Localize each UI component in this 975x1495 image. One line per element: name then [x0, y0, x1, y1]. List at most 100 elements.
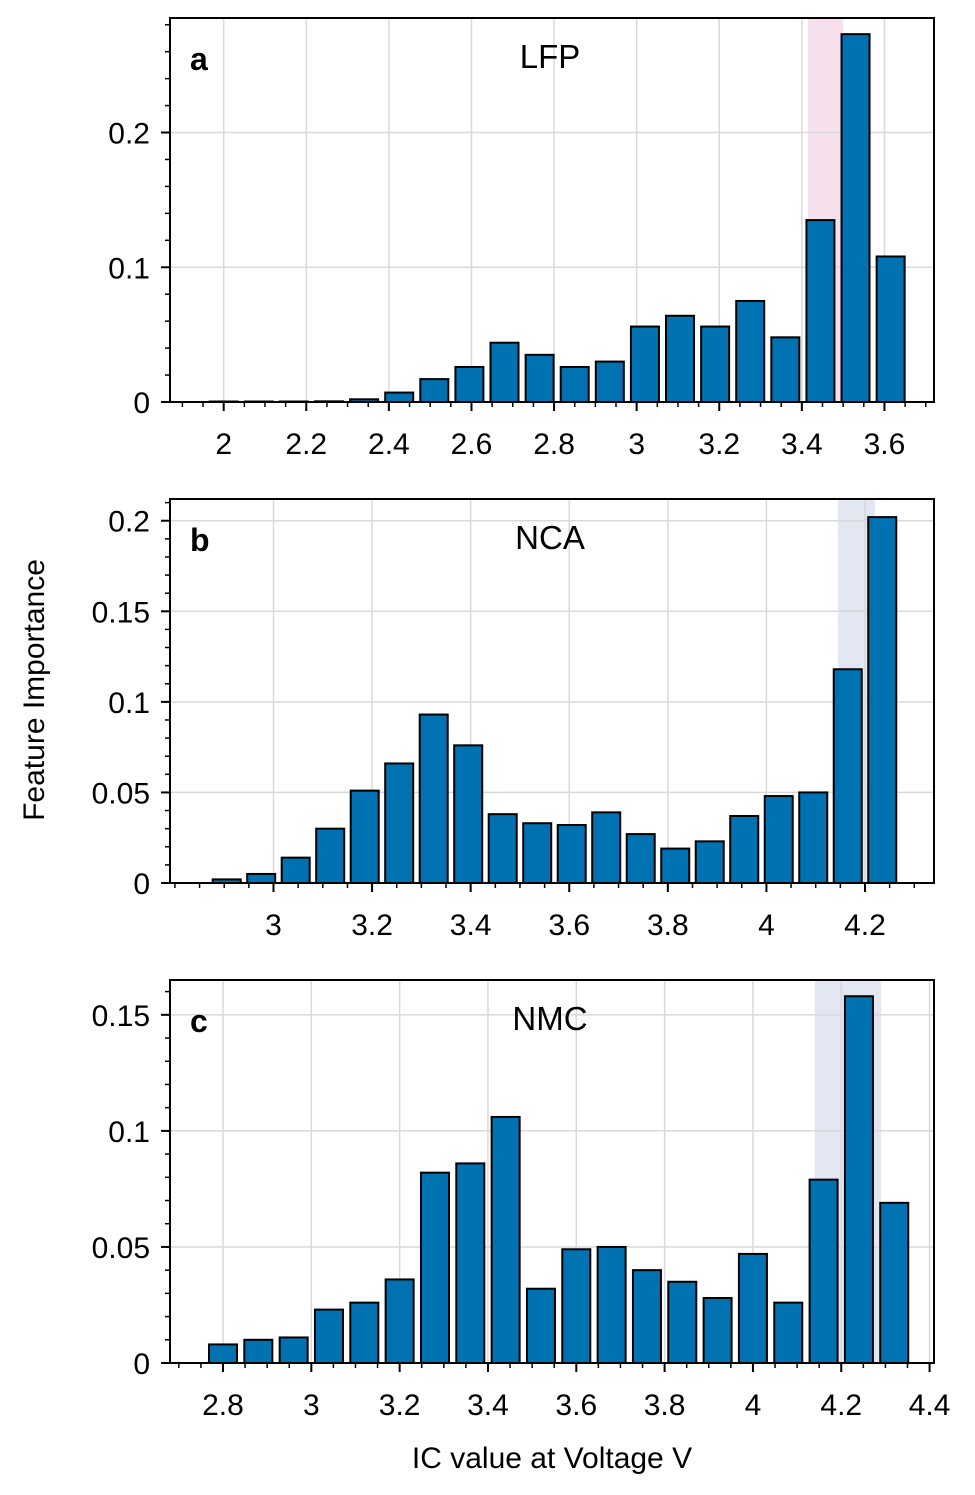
bar — [625, 833, 656, 885]
y-tick-label: 0.15 — [92, 1000, 150, 1033]
x-tick-label: 2.8 — [202, 1389, 244, 1422]
bar — [522, 822, 553, 885]
x-tick-label: 4 — [758, 909, 775, 942]
bar — [770, 336, 801, 404]
y-tick-label: 0 — [133, 868, 150, 901]
y-tick-label: 0.15 — [92, 596, 150, 629]
bar — [867, 516, 898, 884]
x-tick-label: 2.2 — [285, 428, 327, 461]
panel-a: 2 2.2 2.4 2.6 2.8 3 3.2 3.4 3.6 0 0.1 0.2 a LFP — [108, 17, 935, 461]
bar — [798, 791, 829, 884]
bar — [737, 1252, 768, 1365]
bar — [805, 219, 836, 403]
plot-frame — [169, 979, 935, 1364]
bar — [596, 1245, 627, 1365]
y-tick-label: 0.1 — [108, 1116, 150, 1149]
plot-frame — [169, 498, 935, 884]
bar — [490, 1115, 521, 1365]
y-tick-label: 0.2 — [108, 506, 150, 539]
x-axis-label: IC value at Voltage V — [412, 1442, 692, 1475]
x-tick-label: 2.4 — [368, 428, 410, 461]
x-tick-label: 2.8 — [533, 428, 575, 461]
bar — [419, 378, 450, 403]
x-tick-label: 3.6 — [555, 1389, 597, 1422]
bar — [729, 814, 760, 885]
x-tick-label: 3.6 — [548, 909, 590, 942]
bar — [660, 847, 691, 884]
bar — [280, 856, 311, 884]
bar — [243, 1338, 274, 1364]
bar — [454, 365, 485, 403]
bar — [808, 1178, 839, 1365]
y-tick-label: 0.05 — [92, 777, 150, 810]
x-tick-label: 2.6 — [451, 428, 493, 461]
bar — [278, 1336, 309, 1365]
x-tick-label: 3.2 — [351, 909, 393, 942]
y-tick-label: 0.1 — [108, 687, 150, 720]
x-tick-label: 3.4 — [781, 428, 823, 461]
bar — [832, 668, 863, 885]
bar — [879, 1201, 910, 1364]
bar — [875, 255, 906, 404]
panel-title: LFP — [520, 38, 581, 75]
y-tick-label: 0.2 — [108, 118, 150, 151]
panel-title: NCA — [515, 519, 585, 556]
x-tick-label: 4.2 — [820, 1389, 862, 1422]
x-tick-label: 3.4 — [450, 909, 492, 942]
bar — [843, 995, 874, 1364]
bar — [524, 353, 555, 403]
x-tick-label: 3.6 — [864, 428, 906, 461]
bar — [556, 824, 587, 884]
bar — [384, 391, 415, 403]
bar — [313, 1308, 344, 1364]
bar — [665, 314, 696, 404]
panel-letter: a — [190, 41, 208, 77]
x-tick-label: 4 — [745, 1389, 762, 1422]
bar — [700, 325, 731, 403]
x-tick-label: 3.2 — [698, 428, 740, 461]
bar — [384, 1278, 415, 1365]
bar — [349, 1301, 380, 1364]
bar — [349, 789, 380, 884]
bar — [631, 1269, 662, 1364]
bar — [840, 33, 871, 403]
y-tick-label: 0 — [133, 1348, 150, 1381]
panel-letter: c — [190, 1003, 208, 1039]
panel-b: 3 3.2 3.4 3.6 3.8 4 4.2 0 0.05 0.1 0.15 0.2 b NCA — [92, 498, 935, 942]
x-tick-label: 3.2 — [379, 1389, 421, 1422]
x-tick-label: 4.2 — [844, 909, 886, 942]
x-tick-label: 3 — [628, 428, 645, 461]
panel-c: 2.8 3 3.2 3.4 3.6 3.8 4 4.2 4.4 0 0.05 0.1 0.15 c NMC — [92, 979, 951, 1422]
bar — [489, 341, 520, 403]
y-tick-label: 0.1 — [108, 252, 150, 285]
bar — [487, 813, 518, 884]
bar — [629, 325, 660, 403]
y-tick-label: 0 — [133, 387, 150, 420]
x-tick-label: 2 — [215, 428, 232, 461]
bar — [453, 744, 484, 884]
bar — [384, 762, 415, 884]
y-axis-label: Feature Importance — [18, 559, 51, 821]
x-tick-label: 3.8 — [644, 1389, 686, 1422]
y-tick-label: 0.05 — [92, 1232, 150, 1265]
bar — [763, 795, 794, 884]
bar — [667, 1280, 698, 1364]
bar — [702, 1297, 733, 1365]
panel-title: NMC — [512, 1000, 587, 1037]
bar — [525, 1287, 556, 1364]
bar — [455, 1162, 486, 1364]
x-tick-label: 4.4 — [909, 1389, 951, 1422]
bar — [246, 872, 277, 885]
x-tick-label: 3.4 — [467, 1389, 509, 1422]
bar — [559, 365, 590, 403]
bar — [594, 360, 625, 403]
bar — [694, 840, 725, 884]
bar — [591, 811, 622, 885]
bar — [773, 1301, 804, 1364]
x-tick-label: 3.8 — [647, 909, 689, 942]
bar — [207, 1343, 238, 1364]
bar — [419, 1171, 450, 1365]
bar — [315, 827, 346, 885]
bar — [561, 1248, 592, 1365]
